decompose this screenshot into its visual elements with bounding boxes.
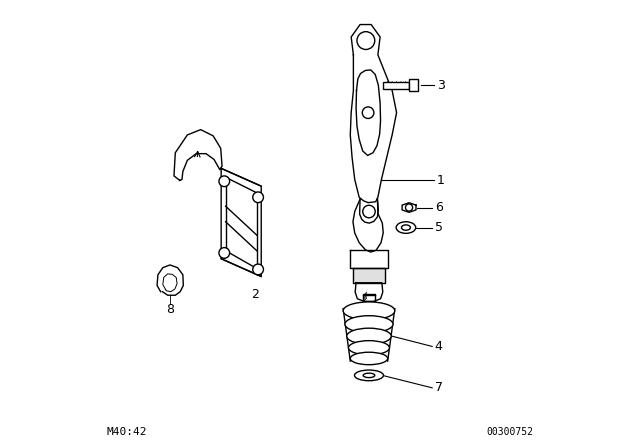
FancyBboxPatch shape [408, 79, 417, 91]
Circle shape [357, 32, 375, 49]
Text: 3: 3 [436, 78, 445, 91]
Text: 4: 4 [435, 340, 443, 353]
Text: 8: 8 [166, 303, 174, 316]
Ellipse shape [347, 328, 391, 344]
Ellipse shape [343, 302, 395, 320]
Polygon shape [157, 265, 183, 295]
Polygon shape [355, 283, 383, 302]
Ellipse shape [355, 370, 383, 381]
Ellipse shape [363, 373, 375, 378]
Ellipse shape [350, 352, 388, 365]
Polygon shape [402, 202, 416, 212]
Polygon shape [221, 168, 261, 276]
Ellipse shape [349, 340, 390, 355]
FancyBboxPatch shape [383, 82, 410, 89]
Polygon shape [353, 199, 383, 252]
Circle shape [363, 205, 375, 218]
Polygon shape [356, 70, 381, 155]
Circle shape [253, 192, 264, 202]
Polygon shape [174, 129, 222, 181]
Text: 6: 6 [435, 201, 443, 214]
Text: 1: 1 [436, 174, 445, 187]
Circle shape [406, 204, 413, 211]
Circle shape [253, 264, 264, 275]
Circle shape [219, 176, 230, 187]
Circle shape [362, 107, 374, 118]
Text: 7: 7 [435, 381, 443, 394]
Circle shape [219, 248, 230, 258]
Ellipse shape [401, 225, 410, 230]
Ellipse shape [396, 222, 416, 233]
Text: 00300752: 00300752 [486, 427, 534, 437]
Polygon shape [350, 25, 397, 202]
Polygon shape [350, 250, 388, 267]
Ellipse shape [345, 316, 393, 332]
Polygon shape [353, 267, 385, 283]
Text: M40:42: M40:42 [106, 427, 147, 437]
Text: 5: 5 [435, 221, 443, 234]
Text: 2: 2 [252, 288, 259, 301]
